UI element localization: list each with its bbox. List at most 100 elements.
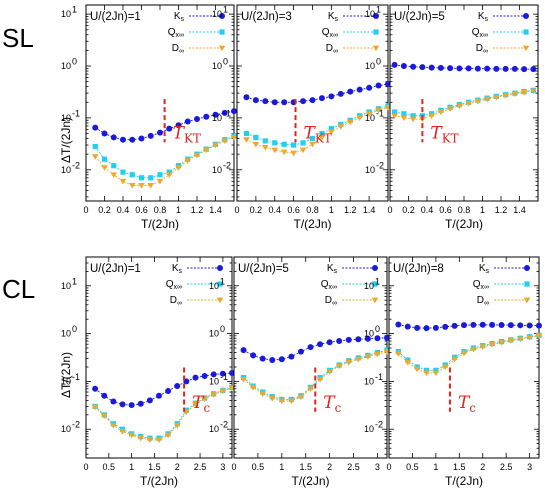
data-point-Ks — [423, 325, 430, 332]
panel-6: 10 110 010 -110 -20 0.5 1 1.5 2 2.5 3T/(2Jn)U/(2Jn… — [364, 256, 543, 488]
data-point-Qx — [291, 142, 297, 148]
data-point-D — [395, 351, 402, 357]
data-point-D — [318, 135, 326, 141]
x-tick-label: 0 — [387, 205, 392, 215]
x-tick-label: 0 — [234, 205, 239, 215]
series-line-D — [398, 335, 540, 374]
legend-subscript: s — [485, 16, 489, 23]
series-line-Ks — [94, 372, 233, 406]
data-point-Qx — [328, 126, 334, 132]
data-point-Qx — [281, 141, 287, 147]
data-point-D — [345, 359, 353, 366]
transition-label-sub: c — [203, 401, 210, 415]
data-point-Ks — [356, 86, 363, 93]
data-point-D — [365, 111, 373, 117]
data-point-Ks — [374, 335, 381, 342]
data-point-Ks — [355, 336, 362, 343]
x-tick-label: 2 — [175, 462, 180, 472]
data-point-D — [428, 113, 435, 119]
data-point-D — [259, 391, 266, 398]
y-tick-label: 10 — [365, 165, 375, 175]
data-point-D — [262, 144, 269, 151]
data-point-Ks — [281, 99, 288, 106]
data-point-Ks — [157, 129, 163, 136]
data-point-Ks — [318, 95, 325, 102]
y-tick-label: 10 — [209, 329, 219, 339]
legend-marker — [524, 265, 530, 271]
data-point-D — [520, 89, 528, 96]
x-tick-label: 0.2 — [402, 205, 415, 215]
series-line-D — [246, 106, 389, 154]
data-point-Ks — [309, 97, 316, 104]
data-point-D — [404, 359, 412, 366]
series-line-D — [394, 90, 534, 120]
panel-3: 10 110 010 -110 -20 0.2 0.4 0.6 0.8 1 1.2 1.4T/(2Jn… — [365, 4, 539, 231]
data-point-D — [268, 396, 276, 402]
data-point-D — [437, 109, 445, 116]
data-point-D — [155, 437, 163, 444]
data-point-D — [119, 178, 127, 185]
data-point-D — [479, 344, 487, 350]
data-point-Ks — [262, 98, 269, 105]
x-tick-label: 1.5 — [453, 462, 466, 472]
data-point-Ks — [240, 347, 247, 354]
y-tick-exponent: 1 — [375, 276, 380, 286]
data-point-D — [526, 335, 533, 341]
y-tick-exponent: -2 — [375, 420, 383, 430]
data-point-Qx — [423, 367, 430, 373]
legend-marker — [216, 297, 224, 304]
data-point-Ks — [221, 109, 228, 116]
y-tick-exponent: -1 — [376, 108, 384, 118]
data-point-Ks — [347, 88, 354, 95]
data-point-Ks — [317, 341, 324, 348]
data-point-Ks — [219, 370, 226, 377]
legend-marker — [522, 45, 530, 52]
x-tick-label: 1.2 — [495, 205, 508, 215]
data-point-D — [297, 394, 305, 401]
legend-marker — [218, 45, 226, 52]
series-line-Qx — [94, 135, 235, 179]
legend-label: Ks — [327, 263, 338, 275]
legend-marker — [373, 13, 379, 19]
x-tick-label: 2.5 — [500, 462, 513, 472]
data-point-D — [493, 94, 500, 101]
y-tick-label: 10 — [61, 281, 71, 291]
data-point-Qx — [392, 109, 398, 115]
x-tick-label: 0.2 — [98, 205, 111, 215]
legend-subscript: x∞ — [330, 32, 339, 39]
data-point-Ks — [364, 335, 371, 342]
y-tick-exponent: -2 — [223, 160, 231, 170]
data-point-Ks — [156, 392, 162, 399]
data-point-Ks — [328, 93, 335, 100]
legend-subscript: ∞ — [177, 300, 182, 307]
x-tick-label: 1.2 — [191, 205, 204, 215]
y-tick-label: 10 — [212, 165, 222, 175]
data-point-D — [507, 338, 515, 344]
x-tick-label: 1 — [433, 462, 438, 472]
data-point-Ks — [521, 66, 528, 73]
x-tick-label: 0.6 — [287, 205, 300, 215]
data-point-Ks — [307, 344, 314, 351]
legend-subscript: x∞ — [329, 284, 338, 291]
legend-marker — [373, 29, 379, 35]
data-point-D — [128, 432, 135, 439]
y-tick-label: 10 — [364, 424, 374, 434]
y-tick-label: 10 — [365, 113, 375, 123]
legend-subscript: s — [486, 268, 490, 275]
data-point-Ks — [404, 323, 411, 330]
data-point-D — [147, 182, 155, 189]
y-tick-exponent: -1 — [72, 108, 80, 118]
data-point-Qx — [138, 175, 145, 181]
x-tick-label: 1.5 — [148, 462, 161, 472]
data-point-Qx — [120, 169, 126, 175]
data-point-Qx — [410, 113, 416, 119]
data-point-D — [138, 182, 145, 189]
data-point-D — [243, 137, 250, 143]
data-point-Ks — [400, 63, 407, 70]
data-point-Qx — [433, 367, 439, 373]
data-point-D — [110, 172, 118, 178]
data-point-Ks — [243, 94, 250, 101]
data-point-Qx — [243, 130, 250, 137]
data-point-Ks — [498, 322, 505, 329]
data-point-D — [470, 346, 477, 353]
